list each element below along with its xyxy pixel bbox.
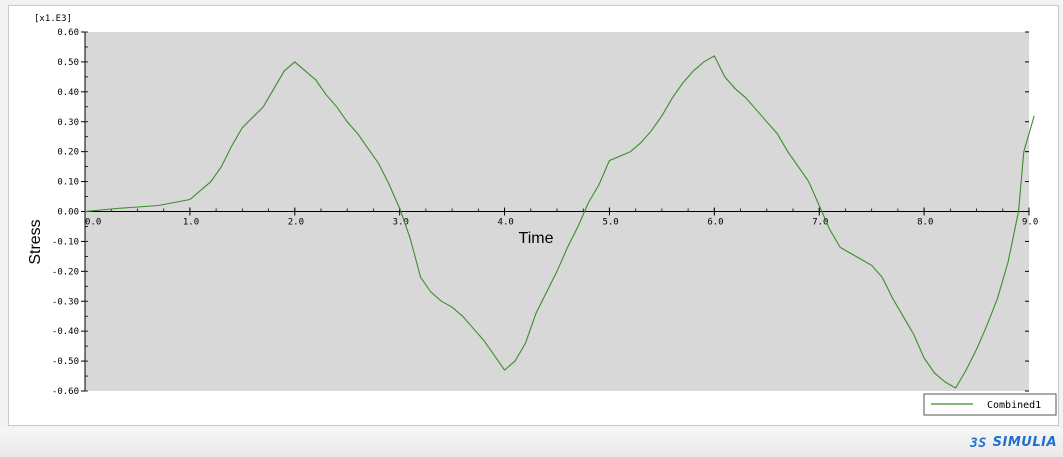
y-axis-title: Stress [27, 219, 44, 264]
y-tick-label: 0.30 [57, 118, 79, 128]
legend: Combined1 [923, 393, 1057, 416]
x-tick-label: 0.0 [85, 218, 101, 228]
y-ticks: 0.60 0.50 0.40 0.30 0.20 0.10 0.00 -0.10 -0.20 -0… [52, 28, 1029, 397]
y-tick-label: -0.50 [52, 357, 79, 367]
viewport: [x1.E3] 0.0 1.0 2.0 3.0 4.0 5.0 6.0 7.0 8.0 9.0 0… [8, 5, 1059, 426]
y-scale-label: [x1.E3] [34, 14, 72, 24]
x-tick-label: 9.0 [1022, 218, 1038, 228]
x-axis-title: Time [519, 230, 554, 247]
x-tick-label: 2.0 [288, 218, 304, 228]
3ds-logo-icon: 3S [970, 436, 987, 451]
y-tick-label: 0.20 [57, 148, 79, 158]
y-tick-label: 0.00 [57, 208, 79, 218]
y-tick-label: -0.30 [52, 297, 79, 307]
y-tick-label: 0.60 [57, 28, 79, 38]
x-tick-label: 8.0 [917, 218, 933, 228]
y-tick-label: -0.60 [52, 387, 79, 397]
brand-name: SIMULIA [992, 434, 1057, 450]
x-tick-label: 4.0 [498, 218, 514, 228]
x-tick-label: 6.0 [707, 218, 723, 228]
series-line-combined1 [84, 55, 1035, 389]
y-tick-label: 0.40 [57, 88, 79, 98]
y-tick-label: -0.40 [52, 327, 79, 337]
y-tick-label: 0.50 [57, 58, 79, 68]
x-tick-label: 1.0 [183, 218, 199, 228]
x-ticks: 0.0 1.0 2.0 3.0 4.0 5.0 6.0 7.0 8.0 9.0 [84, 207, 1038, 228]
x-tick-label: 7.0 [812, 218, 828, 228]
y-tick-label: -0.10 [52, 237, 79, 247]
y-tick-label: 0.10 [57, 178, 79, 188]
legend-label-combined1: Combined1 [987, 400, 1041, 411]
svg-text:3S: 3S [970, 436, 987, 451]
y-tick-label: -0.20 [52, 267, 79, 277]
x-tick-label: 3.0 [393, 218, 409, 228]
simulia-logo: 3S SIMULIA [970, 431, 1057, 453]
x-tick-label: 5.0 [602, 218, 618, 228]
footer-bar: 3S SIMULIA [0, 428, 1063, 457]
stress-time-chart: [x1.E3] 0.0 1.0 2.0 3.0 4.0 5.0 6.0 7.0 8.0 9.0 0… [27, 14, 1057, 416]
